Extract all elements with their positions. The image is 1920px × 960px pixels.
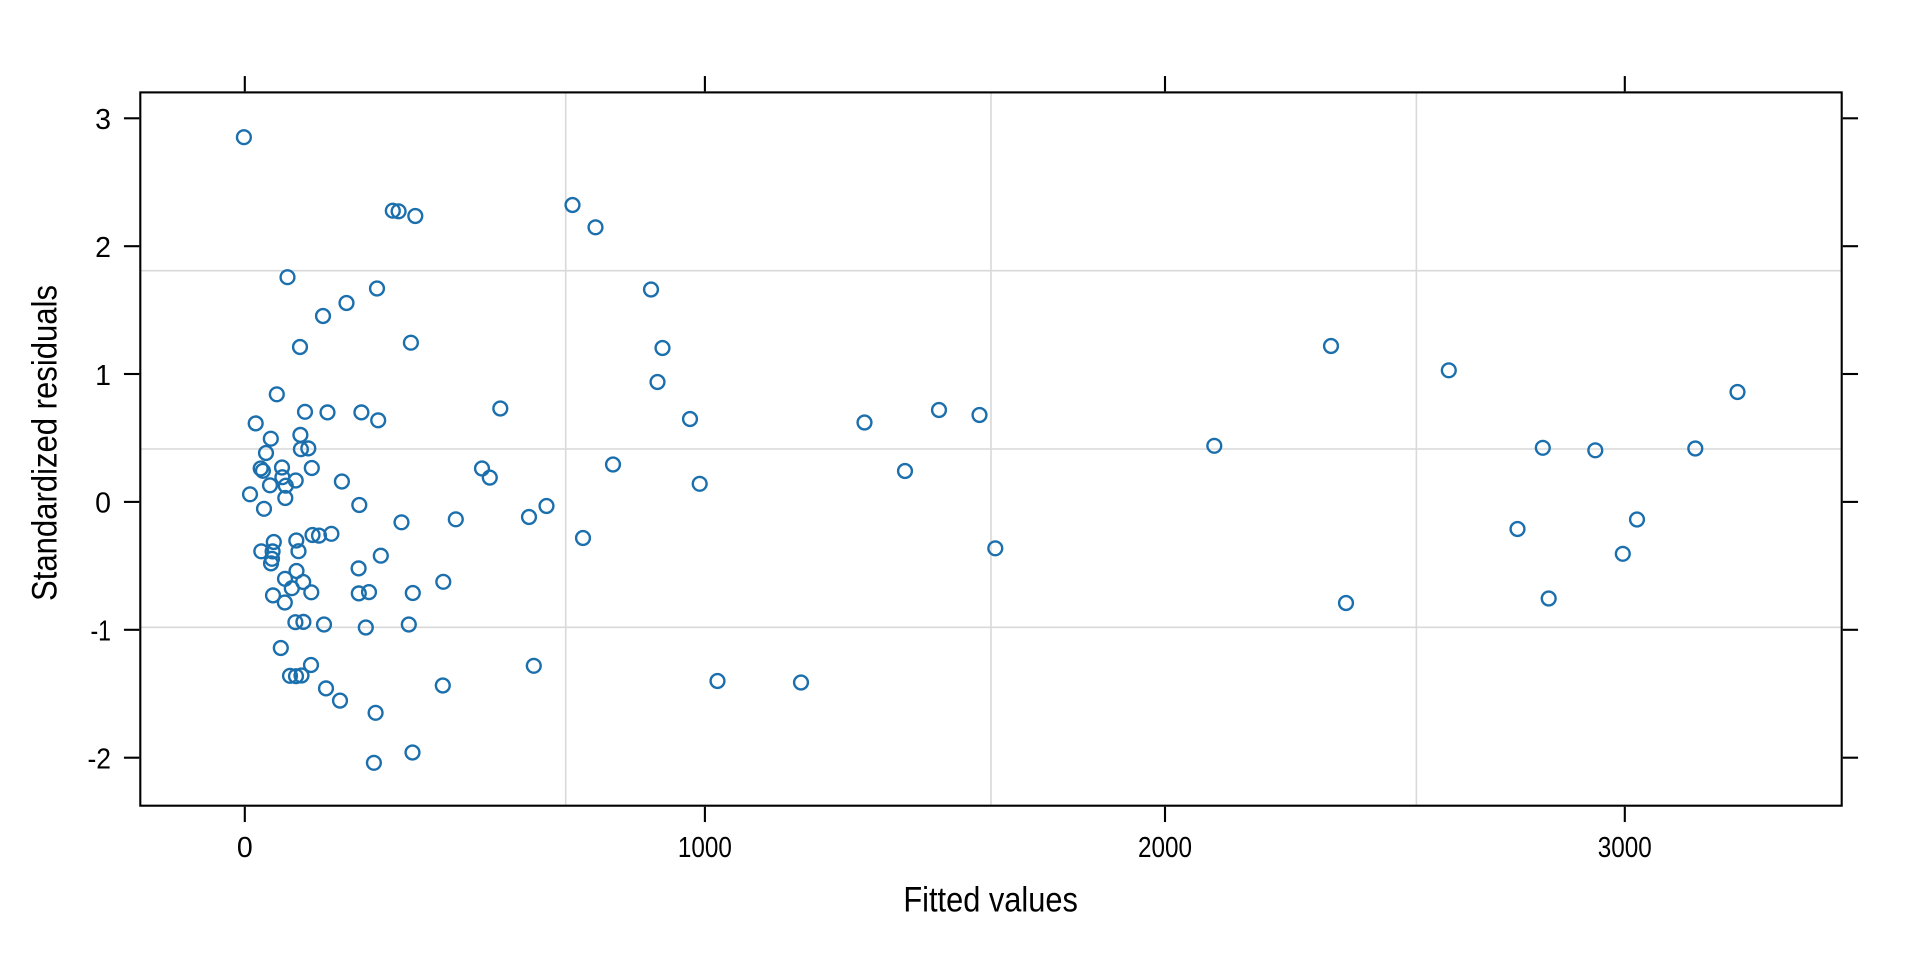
svg-text:-2: -2 — [88, 744, 112, 776]
svg-text:0: 0 — [95, 488, 111, 520]
svg-text:Fitted values: Fitted values — [903, 881, 1078, 920]
svg-text:3: 3 — [95, 104, 111, 136]
svg-text:1000: 1000 — [678, 832, 732, 864]
svg-text:2000: 2000 — [1138, 832, 1192, 864]
svg-text:1: 1 — [95, 360, 111, 392]
svg-text:-1: -1 — [91, 616, 112, 648]
svg-text:2: 2 — [95, 232, 111, 264]
svg-text:Standardized residuals: Standardized residuals — [26, 285, 65, 601]
svg-text:0: 0 — [237, 832, 253, 864]
svg-text:3000: 3000 — [1598, 832, 1652, 864]
